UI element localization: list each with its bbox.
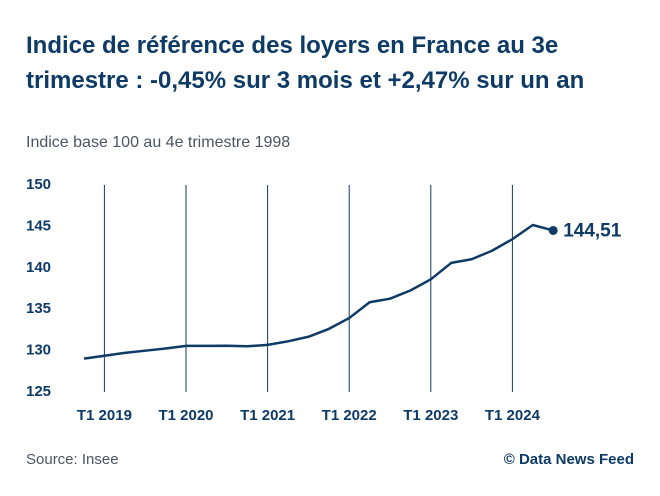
value-label: 144,51 [563,220,622,241]
line [83,223,554,360]
y-tick-label: 140 [26,259,51,276]
y-tick-label: 145 [26,217,51,234]
x-tick-label: T1 2022 [322,407,377,424]
end-point [548,225,558,235]
chart-subtitle: Indice base 100 au 4e trimestre 1998 [26,134,291,151]
x-tick-label: T1 2024 [485,407,541,424]
x-tick-label: T1 2021 [240,407,295,424]
y-tick-label: 150 [26,176,51,193]
y-tick-label: 135 [26,300,51,317]
x-tick-label: T1 2019 [77,407,132,424]
y-tick-label: 130 [26,342,51,359]
credit: © Data News Feed [503,451,634,468]
chart-title: Indice de référence des loyers en France… [26,32,585,94]
source: Source: Insee [26,451,119,468]
y-tick-label: 125 [26,383,51,400]
x-tick-label: T1 2020 [158,407,213,424]
x-tick-label: T1 2023 [403,407,458,424]
